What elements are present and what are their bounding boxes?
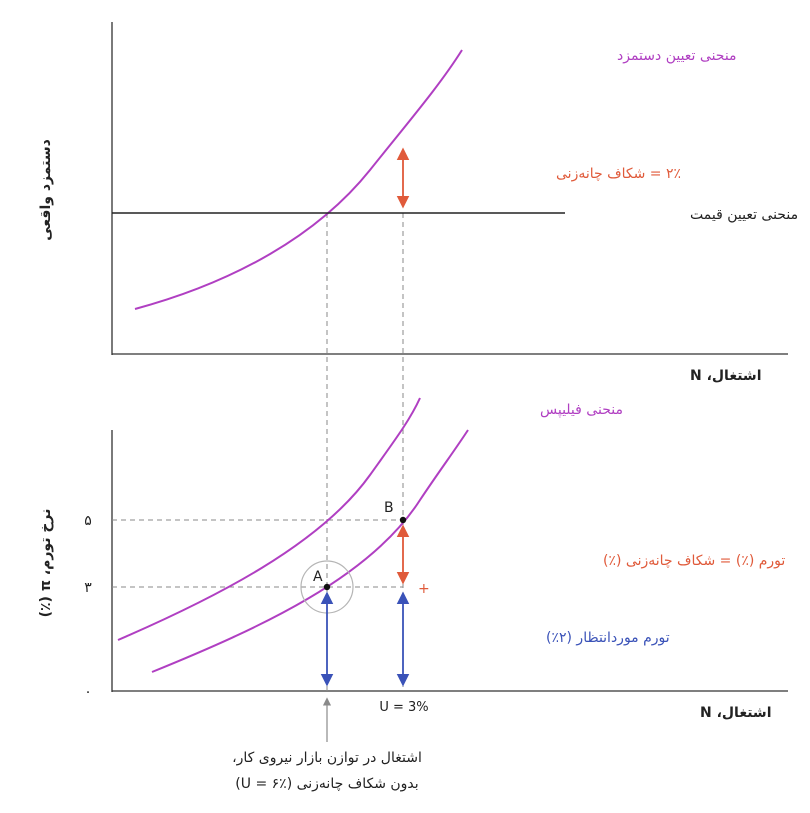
phillips-curve-upper xyxy=(117,397,421,641)
plus-sign: + xyxy=(418,581,430,597)
top-y-label: دستمزد واقعی xyxy=(38,139,54,241)
wage-curve-label: منحنی تعیین دستمزد xyxy=(617,48,737,64)
caption-line-1: اشتغال در توازن بازار نیروی کار، xyxy=(232,750,422,766)
phillips-panel: A B + منحنی فیلیپس تورم (٪) = شکاف چانه‌… xyxy=(38,397,788,792)
wage-setting-curve xyxy=(134,49,463,310)
tick-label-0: ۰ xyxy=(84,684,92,700)
u-marker-label: U = 3% xyxy=(379,700,428,715)
point-b xyxy=(399,516,407,524)
caption-line-2: بدون شکاف چانه‌زنی (U = ۶٪) xyxy=(235,776,418,792)
point-b-label: B xyxy=(384,500,394,516)
markup-gap-label: ۲٪ = شکاف چانه‌زنی xyxy=(556,166,681,182)
point-a-label: A xyxy=(313,569,323,585)
price-line-label: منحنی تعیین قیمت xyxy=(690,207,798,223)
point-a xyxy=(323,583,331,591)
phillips-curve-lower xyxy=(151,429,469,673)
expected-inflation-label: تورم موردانتظار (۲٪) xyxy=(546,630,670,646)
phillips-curve-label: منحنی فیلیپس xyxy=(540,402,623,418)
top-x-label: اشتغال، N xyxy=(690,368,762,384)
labour-market-panel: منحنی تعیین دستمزد منحنی تعیین قیمت ۲٪ =… xyxy=(38,22,798,587)
bottom-y-label: نرخ تورم، π (٪) xyxy=(38,509,54,618)
tick-label-5: ۵ xyxy=(84,513,92,529)
tick-label-3: ۳ xyxy=(84,580,92,596)
markup-inflation-label: تورم (٪) = شکاف چانه‌زنی (٪) xyxy=(603,553,785,569)
bottom-x-label: اشتغال، N xyxy=(700,705,772,721)
